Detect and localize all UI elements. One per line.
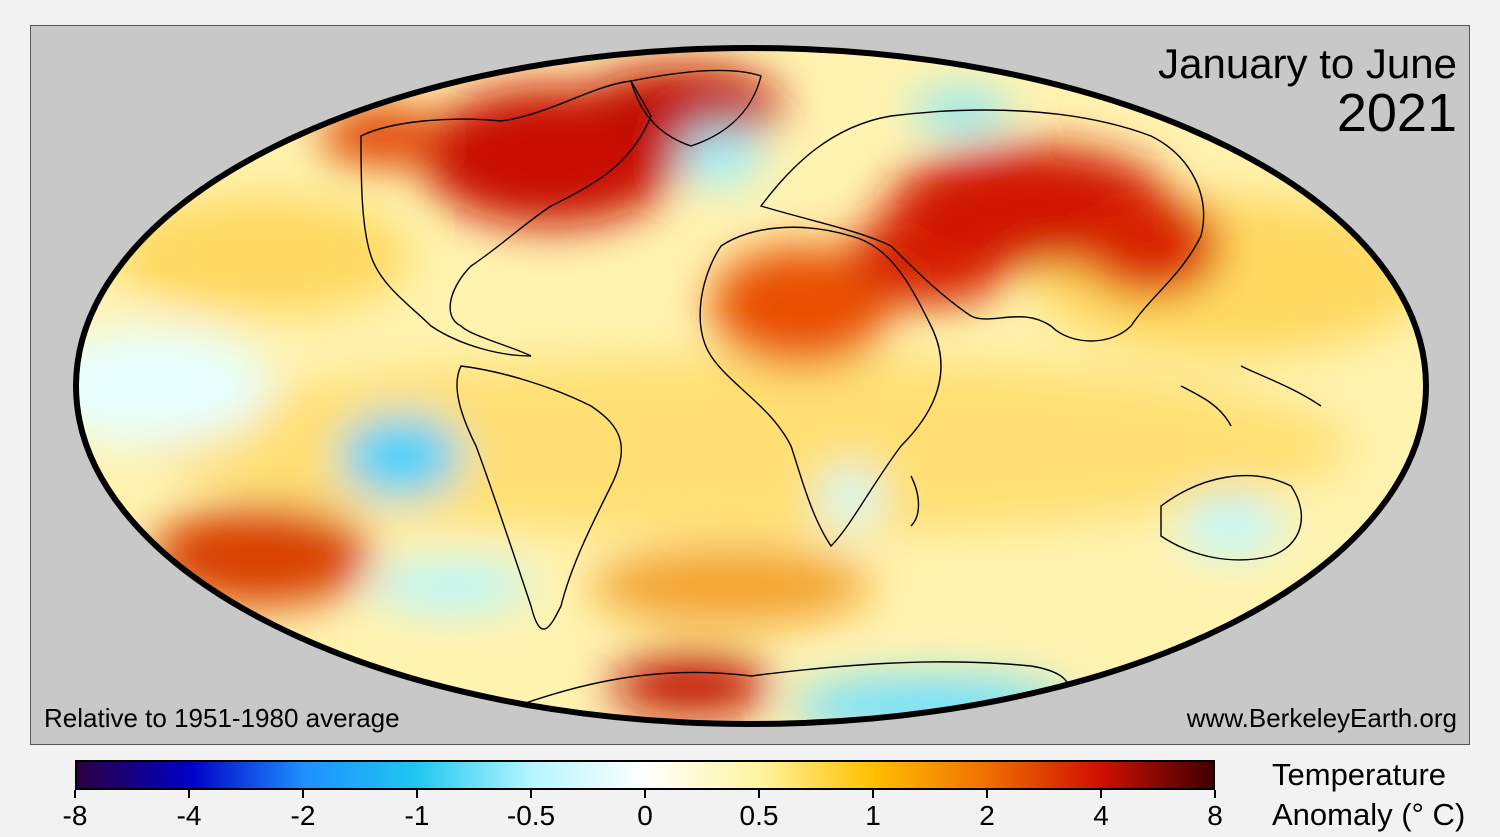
colorbar-tick: [872, 790, 874, 798]
legend-title: Temperature: [1272, 757, 1447, 792]
colorbar-tick-label: -4: [176, 800, 202, 831]
colorbar-tick-label: 8: [1207, 800, 1223, 831]
legend-units: Anomaly (° C): [1272, 797, 1466, 832]
colorbar-tick-label: -1: [404, 800, 430, 831]
title-year: 2021: [1336, 83, 1457, 143]
map-panel: January to June 2021 Relative to 1951-19…: [30, 25, 1470, 745]
colorbar-tick: [188, 790, 190, 798]
colorbar-tick-label: 2: [979, 800, 995, 831]
colorbar-tick-label: -8: [62, 800, 88, 831]
colorbar-tick-label: 0.5: [739, 800, 779, 831]
colorbar-tick-label: 1: [865, 800, 881, 831]
colorbar-tick: [416, 790, 418, 798]
colorbar-tick-label: 4: [1093, 800, 1109, 831]
colorbar-tick-label: 0: [637, 800, 653, 831]
baseline-note: Relative to 1951-1980 average: [44, 703, 400, 733]
colorbar-tick: [644, 790, 646, 798]
anomaly-field: [76, 48, 1426, 724]
source-url: www.BerkeleyEarth.org: [1186, 703, 1457, 733]
globe-outline: [73, 45, 1429, 727]
colorbar-tick-label: -2: [290, 800, 316, 831]
colorbar-tick: [302, 790, 304, 798]
colorbar-tick: [74, 790, 76, 798]
colorbar-tick: [986, 790, 988, 798]
colorbar-tick-label: -0.5: [506, 800, 556, 831]
colorbar: [75, 760, 1215, 790]
world-anomaly-map: [73, 45, 1429, 727]
colorbar-tick: [1100, 790, 1102, 798]
colorbar-tick: [1214, 790, 1216, 798]
colorbar-tick: [530, 790, 532, 798]
title-period: January to June: [1158, 40, 1457, 87]
colorbar-tick: [758, 790, 760, 798]
